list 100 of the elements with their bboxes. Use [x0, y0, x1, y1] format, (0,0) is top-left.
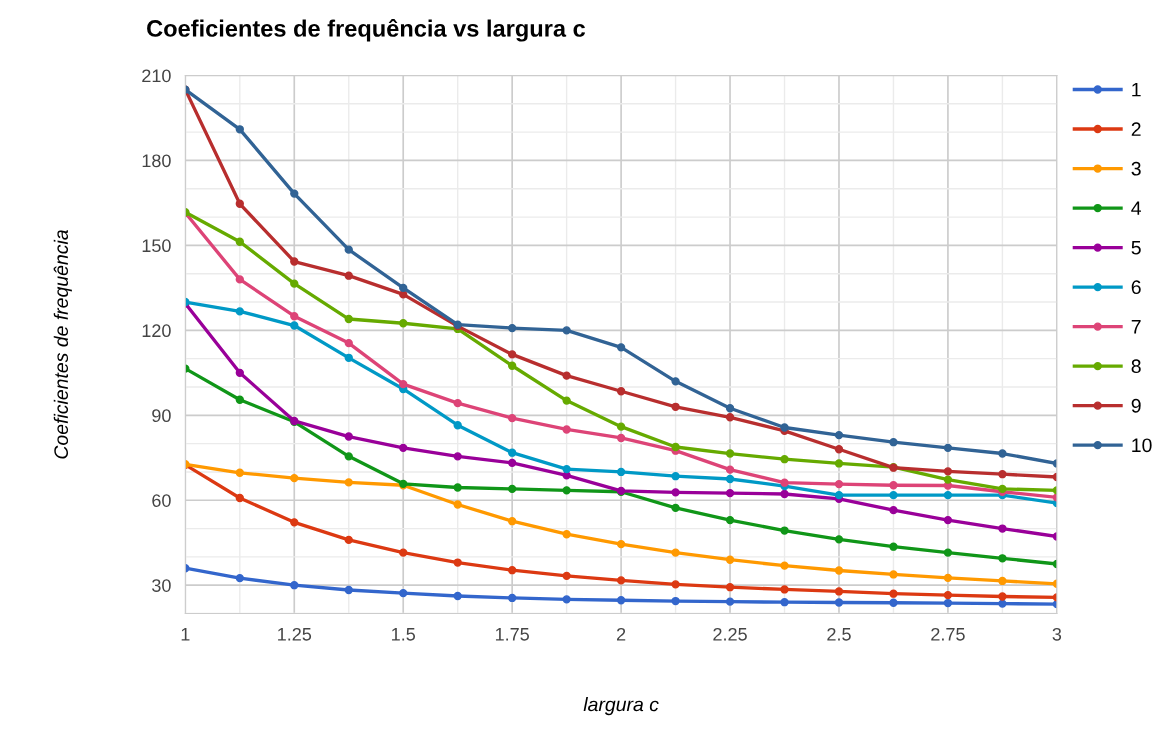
legend-label: 7: [1131, 320, 1141, 334]
point: [943, 443, 953, 453]
point: [562, 396, 571, 405]
point: [235, 468, 244, 477]
point: [453, 452, 462, 461]
point: [562, 425, 571, 434]
point: [616, 387, 626, 396]
point: [943, 467, 953, 476]
point: [507, 484, 517, 494]
point: [507, 566, 517, 575]
point: [507, 361, 517, 370]
y-tick-label: 30: [152, 579, 171, 592]
point: [235, 275, 244, 284]
legend-label: 10: [1132, 438, 1152, 453]
point: [290, 518, 299, 527]
point: [453, 421, 462, 430]
point: [507, 323, 517, 333]
point: [453, 500, 462, 509]
point: [834, 479, 844, 489]
point: [290, 279, 299, 288]
legend-label: 1: [1132, 82, 1141, 97]
point: [616, 576, 626, 585]
point: [889, 542, 898, 551]
point: [725, 474, 735, 484]
point: [344, 478, 353, 487]
point: [290, 257, 299, 266]
legend-label: 6: [1131, 280, 1141, 295]
point: [507, 593, 517, 603]
point: [235, 125, 244, 134]
point: [344, 245, 353, 254]
point: [562, 595, 571, 604]
point: [235, 237, 244, 246]
point: [998, 470, 1007, 479]
legend-label: 8: [1131, 359, 1141, 374]
point: [344, 353, 353, 362]
point: [507, 448, 517, 457]
point: [780, 423, 789, 432]
point: [725, 597, 735, 606]
point: [399, 443, 408, 453]
point: [344, 452, 353, 461]
point: [399, 379, 408, 389]
point: [399, 319, 408, 328]
point: [780, 561, 789, 570]
x-tick-label: 1.25: [278, 627, 312, 641]
point: [507, 458, 517, 468]
point: [671, 377, 680, 386]
point: [943, 598, 953, 608]
point: [671, 503, 680, 513]
point: [943, 573, 953, 583]
point: [998, 554, 1007, 563]
point: [725, 555, 735, 564]
point: [780, 455, 789, 464]
point: [616, 343, 626, 352]
point: [998, 592, 1007, 601]
point: [889, 505, 898, 515]
point: [671, 580, 680, 589]
point: [562, 486, 571, 495]
x-tick-label: 2.25: [713, 627, 747, 641]
point: [780, 598, 789, 607]
point: [834, 459, 844, 468]
point: [834, 598, 844, 607]
y-tick-label: 180: [142, 154, 171, 168]
point: [399, 283, 408, 293]
point: [998, 449, 1007, 458]
point: [344, 338, 353, 348]
point: [399, 588, 408, 598]
y-axis-title: Coeficientes de frequência: [53, 230, 72, 459]
point: [998, 576, 1007, 586]
point: [998, 524, 1007, 533]
point: [725, 404, 735, 413]
point: [780, 585, 789, 594]
x-tick-label: 2.5: [827, 627, 851, 641]
point: [725, 515, 735, 525]
point: [507, 517, 517, 526]
point: [671, 548, 680, 557]
point: [235, 199, 244, 208]
point: [562, 571, 571, 581]
x-tick-label: 2.75: [931, 627, 965, 641]
legend-label: 3: [1131, 161, 1141, 176]
point: [943, 548, 953, 557]
point: [616, 467, 626, 477]
point: [725, 449, 735, 458]
point: [671, 472, 680, 481]
point: [889, 589, 898, 598]
point: [889, 438, 898, 447]
point: [889, 570, 898, 579]
point: [235, 368, 244, 377]
point: [562, 371, 571, 380]
point: [235, 573, 244, 583]
point: [834, 535, 844, 544]
point: [616, 596, 626, 605]
point: [725, 413, 735, 422]
point: [671, 488, 680, 497]
point: [344, 314, 353, 324]
point: [453, 591, 462, 601]
point: [616, 422, 626, 431]
point: [889, 490, 898, 500]
chart-title: Coeficientes de frequência vs largura c: [147, 18, 586, 42]
point: [889, 598, 898, 607]
point: [235, 493, 244, 503]
